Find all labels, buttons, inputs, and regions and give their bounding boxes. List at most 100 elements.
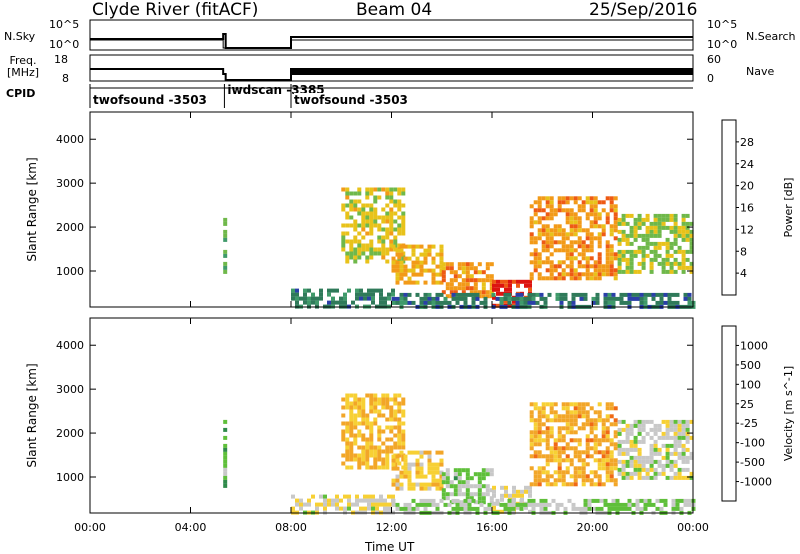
data-cell xyxy=(457,476,462,481)
data-cell xyxy=(369,421,374,426)
data-cell xyxy=(377,397,382,402)
data-cell xyxy=(573,224,578,229)
data-cell xyxy=(381,393,386,398)
data-cell xyxy=(629,225,634,230)
data-cell xyxy=(553,212,558,217)
data-cell xyxy=(633,253,638,258)
data-cell xyxy=(605,414,610,419)
data-cell xyxy=(601,418,606,423)
data-cell xyxy=(315,296,319,301)
data-cell xyxy=(365,413,370,418)
data-cell xyxy=(593,224,598,229)
data-cell xyxy=(613,256,618,261)
data-cell xyxy=(295,288,299,293)
data-cell xyxy=(653,249,658,254)
data-cell xyxy=(516,489,520,494)
data-cell xyxy=(492,485,496,490)
data-cell xyxy=(481,294,486,299)
data-cell xyxy=(549,474,554,479)
data-cell xyxy=(577,406,582,411)
data-cell xyxy=(323,506,327,511)
data-cell xyxy=(537,434,542,439)
data-cell xyxy=(609,204,614,209)
data-cell xyxy=(657,213,662,218)
data-cell xyxy=(411,272,416,277)
data-cell xyxy=(637,217,642,222)
data-cell xyxy=(393,409,398,414)
data-cell xyxy=(557,240,562,245)
data-cell xyxy=(609,260,614,265)
data-cell xyxy=(345,453,350,458)
data-cell xyxy=(605,272,610,277)
data-cell xyxy=(641,475,646,480)
data-cell xyxy=(445,472,450,477)
data-cell xyxy=(477,472,482,477)
data-cell xyxy=(441,476,446,481)
data-cell xyxy=(569,458,574,463)
data-cell xyxy=(597,260,602,265)
data-cell xyxy=(581,410,586,415)
data-cell xyxy=(383,296,387,301)
data-cell xyxy=(577,208,582,213)
data-cell xyxy=(403,458,408,463)
data-cell xyxy=(621,459,626,464)
data-cell xyxy=(504,299,508,304)
data-cell xyxy=(431,482,436,487)
data-cell xyxy=(377,425,382,430)
data-cell xyxy=(537,216,542,221)
data-cell xyxy=(685,257,690,262)
data-cell xyxy=(389,215,394,220)
data-cell xyxy=(581,462,586,467)
data-cell xyxy=(597,216,602,221)
data-cell xyxy=(623,292,628,297)
data-cell xyxy=(353,425,358,430)
data-cell xyxy=(345,441,350,446)
data-cell xyxy=(381,235,386,240)
data-cell xyxy=(661,455,666,460)
data-cell xyxy=(431,296,436,301)
data-cell xyxy=(573,446,578,451)
data-cell xyxy=(469,290,474,295)
data-cell xyxy=(643,498,648,503)
data-cell xyxy=(541,466,546,471)
data-cell xyxy=(537,220,542,225)
data-cell xyxy=(365,211,370,216)
data-cell xyxy=(411,482,416,487)
data-cell xyxy=(597,466,602,471)
data-cell xyxy=(401,187,406,192)
data-cell xyxy=(593,418,598,423)
data-cell xyxy=(459,296,464,301)
data-cell xyxy=(365,417,370,422)
data-cell xyxy=(389,243,394,248)
data-cell xyxy=(377,457,382,462)
data-cell xyxy=(639,292,644,297)
data-cell xyxy=(395,482,400,487)
data-cell xyxy=(345,215,350,220)
data-cell xyxy=(561,414,566,419)
data-cell xyxy=(451,498,456,503)
data-cell xyxy=(677,261,682,266)
data-cell xyxy=(533,264,538,269)
data-cell xyxy=(689,451,694,456)
data-cell xyxy=(643,502,648,507)
data-cell xyxy=(557,204,562,209)
data-cell xyxy=(385,449,390,454)
data-cell xyxy=(393,401,398,406)
data-cell xyxy=(349,441,354,446)
data-cell xyxy=(385,401,390,406)
data-cell xyxy=(441,480,446,485)
data-cell xyxy=(357,239,362,244)
data-cell xyxy=(391,454,396,459)
data-cell xyxy=(496,283,500,288)
data-cell xyxy=(535,502,540,507)
data-cell xyxy=(223,233,228,238)
data-cell xyxy=(529,272,534,277)
data-cell xyxy=(645,229,650,234)
data-cell xyxy=(593,438,598,443)
data-cell xyxy=(593,220,598,225)
data-cell xyxy=(585,228,590,233)
data-cell xyxy=(507,498,512,503)
data-cell xyxy=(492,287,496,292)
data-cell xyxy=(331,296,335,301)
data-cell xyxy=(665,257,670,262)
